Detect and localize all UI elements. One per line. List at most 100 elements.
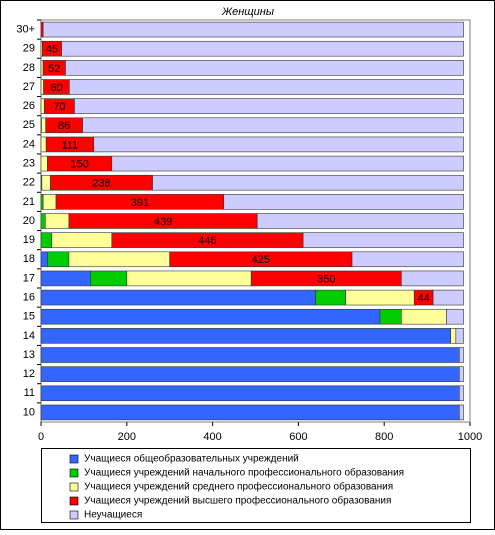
data-label: 350 <box>317 273 335 285</box>
bar-segment <box>112 156 464 171</box>
bar-segment <box>41 290 316 305</box>
bar-segment <box>43 22 463 37</box>
legend-label: Учащиеся учреждений высшего профессионал… <box>84 495 391 507</box>
bar-segment <box>352 252 464 267</box>
y-tick-label: 16 <box>23 291 35 303</box>
x-tick-label: 400 <box>203 431 221 443</box>
bar-segment <box>62 41 464 56</box>
legend-label: Учащиеся общеобразовательных учреждений <box>84 453 299 465</box>
bar-segment <box>41 99 44 114</box>
x-tick-label: 1000 <box>458 431 482 443</box>
bar-segment <box>41 194 43 209</box>
data-label: 150 <box>70 158 88 170</box>
bar-segment <box>65 60 463 75</box>
data-label: 86 <box>58 120 70 132</box>
data-label: 439 <box>154 216 172 228</box>
bar-segment <box>346 290 415 305</box>
y-tick-label: 11 <box>24 387 35 399</box>
bar-segment <box>127 271 251 286</box>
data-label: 111 <box>62 139 79 151</box>
bar-segment <box>451 328 456 343</box>
bar-segment <box>459 367 463 382</box>
data-label: 238 <box>92 178 110 190</box>
bar-segment <box>74 99 463 114</box>
y-tick-label: 13 <box>23 349 35 361</box>
data-label: 425 <box>252 254 270 266</box>
data-label: 391 <box>131 197 149 209</box>
legend-swatch <box>70 511 78 519</box>
bar-segment <box>446 309 463 324</box>
bar-segment <box>69 80 463 95</box>
bar-segment <box>41 328 451 343</box>
bar-segment <box>41 405 459 420</box>
bar-segment <box>94 137 464 152</box>
legend-label: Неучащиеся <box>84 510 142 521</box>
y-tick-label: 19 <box>23 234 35 246</box>
y-tick-label: 26 <box>23 100 35 112</box>
bar-segment <box>52 233 112 248</box>
data-label: 60 <box>50 82 62 94</box>
y-tick-label: 18 <box>23 253 35 265</box>
x-tick-label: 0 <box>38 431 44 443</box>
bar-segment <box>380 309 401 324</box>
y-tick-label: 23 <box>23 157 35 169</box>
bar-segment <box>41 214 45 229</box>
bar-segment <box>41 367 459 382</box>
bar-segment <box>41 386 459 401</box>
bar-segment <box>41 60 43 75</box>
data-label: 446 <box>198 235 216 247</box>
y-tick-label: 27 <box>23 81 35 93</box>
bar-segment <box>41 271 90 286</box>
bar-segment <box>401 271 463 286</box>
bar-segment <box>41 22 43 37</box>
y-tick-label: 28 <box>23 62 35 74</box>
bar-segment <box>90 271 126 286</box>
bar-segment <box>316 290 346 305</box>
y-tick-label: 25 <box>23 119 35 131</box>
y-tick-label: 22 <box>23 177 35 189</box>
bar-segment <box>459 386 463 401</box>
bar-segment <box>41 252 47 267</box>
x-tick-label: 800 <box>375 431 393 443</box>
data-label: 52 <box>48 63 60 75</box>
data-label: 45 <box>46 44 58 56</box>
y-tick-label: 17 <box>23 272 35 284</box>
y-tick-label: 14 <box>23 330 35 342</box>
bar-segment <box>83 118 464 133</box>
legend-label: Учащиеся учреждений начального профессио… <box>84 467 404 479</box>
y-tick-label: 20 <box>23 215 35 227</box>
x-tick-label: 600 <box>289 431 307 443</box>
bar-segment <box>459 348 463 363</box>
bar-segment <box>41 118 45 133</box>
bar-segment <box>47 252 68 267</box>
legend-swatch <box>70 497 78 505</box>
y-tick-label: 29 <box>23 43 35 55</box>
bar-segment <box>456 328 464 343</box>
bar-segment <box>42 175 51 190</box>
bar-segment <box>69 252 170 267</box>
bar-segment <box>43 194 56 209</box>
bar-segment <box>45 214 69 229</box>
bar-segment <box>41 156 47 171</box>
bar-segment <box>303 233 463 248</box>
bar-segment <box>41 348 459 363</box>
legend-label: Учащиеся учреждений среднего профессиона… <box>84 481 393 493</box>
bar-segment <box>224 194 464 209</box>
data-label: 44 <box>418 292 430 304</box>
chart-title: Женщины <box>221 6 274 18</box>
bar-segment <box>459 405 463 420</box>
bar-segment <box>257 214 463 229</box>
y-tick-label: 30+ <box>16 23 35 35</box>
bar-segment <box>41 137 46 152</box>
legend-swatch <box>70 483 78 491</box>
y-tick-label: 12 <box>23 368 35 380</box>
y-tick-label: 24 <box>23 138 35 150</box>
bar-segment <box>41 309 380 324</box>
legend-swatch <box>70 469 78 477</box>
bar-segment <box>41 233 52 248</box>
bar-segment <box>401 309 446 324</box>
data-label: 70 <box>53 101 65 113</box>
y-tick-label: 10 <box>23 406 35 418</box>
x-tick-label: 200 <box>118 431 136 443</box>
